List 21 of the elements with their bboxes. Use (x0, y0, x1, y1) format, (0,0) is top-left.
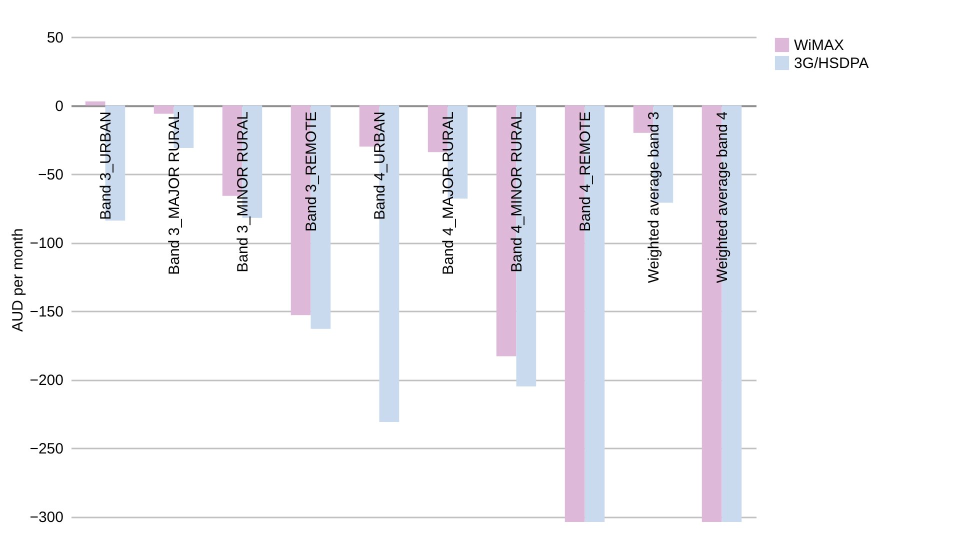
legend-label: 3G/HSDPA (794, 55, 869, 72)
x-tick-label: Band 4_REMOTE (576, 112, 594, 232)
x-tick-label: Band 3_REMOTE (302, 112, 320, 232)
x-tick-label: Band 3_MAJOR RURAL (166, 112, 183, 275)
x-tick-label: Band 3_URBAN (97, 112, 114, 220)
legend-label: WiMAX (794, 37, 844, 54)
y-tick-label: −100 (30, 235, 64, 252)
y-tick-label: −250 (30, 440, 64, 458)
y-tick-label: −50 (38, 166, 64, 184)
x-tick-label: Weighted average band 4 (714, 112, 731, 284)
x-tick-label: Band 4_MAJOR RURAL (440, 112, 457, 275)
y-tick-label: −300 (30, 509, 64, 526)
x-tick-label: Band 4_URBAN (371, 112, 388, 220)
y-axis-title: AUD per month (10, 228, 27, 332)
y-tick-label: 0 (55, 98, 64, 116)
y-tick-label: −150 (30, 304, 64, 321)
x-tick-label: Band 4_MINOR RURAL (508, 112, 526, 272)
x-tick-label: Weighted average band 3 (645, 112, 662, 284)
x-tick-label: Band 3_MINOR RURAL (234, 112, 252, 272)
y-tick-label: −200 (30, 372, 64, 390)
y-tick-label: 50 (46, 30, 64, 46)
